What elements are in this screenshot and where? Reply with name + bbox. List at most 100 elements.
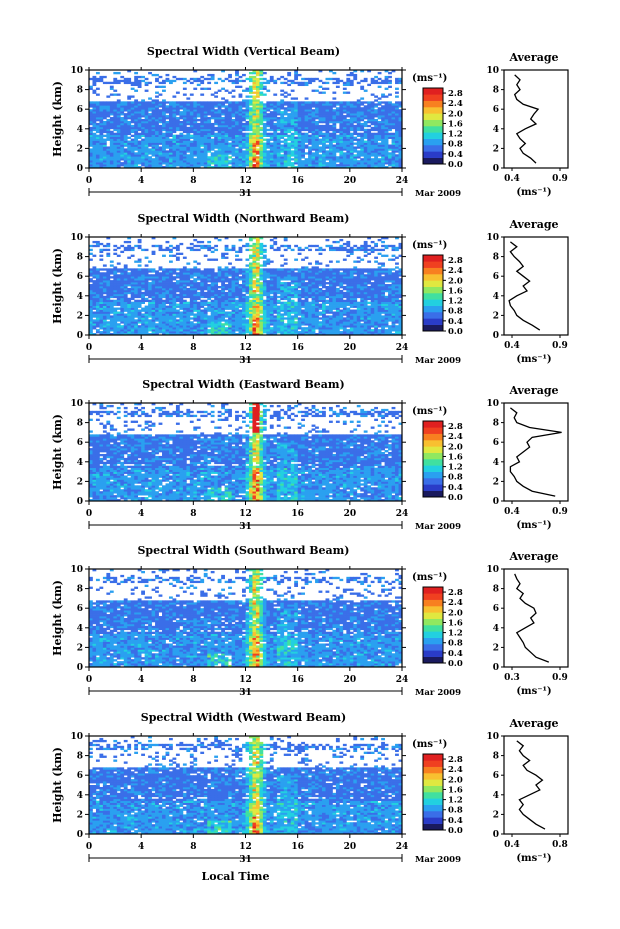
y-tick-label: 6 (77, 438, 83, 448)
average-x-label: (ms⁻¹) (516, 520, 551, 531)
y-tick-label: 10 (70, 399, 83, 409)
x-tick-label: 8 (190, 176, 196, 186)
colorbar-tick-label: 0.8 (448, 307, 463, 317)
colorbar-tick-label: 1.6 (448, 286, 463, 296)
x-axis-label: Local Time (202, 870, 270, 883)
colorbar-swatch (423, 631, 443, 638)
x-tick-label: 8 (190, 343, 196, 353)
colorbar-swatch (423, 421, 443, 428)
colorbar-tick-label: 2.8 (448, 89, 463, 99)
colorbar-swatch (423, 318, 443, 325)
x-tick-label: 20 (344, 842, 357, 852)
average-y-tick-label: 4 (493, 458, 499, 468)
average-y-tick-label: 10 (486, 233, 499, 243)
heatmap-cells (89, 736, 403, 835)
average-y-tick-label: 6 (493, 438, 499, 448)
colorbar-tick-label: 2.0 (448, 109, 463, 119)
colorbar-swatch (423, 766, 443, 774)
y-tick-label: 4 (77, 125, 83, 135)
colorbar-tick-label: 0.0 (448, 826, 463, 836)
panel-title: Spectral Width (Eastward Beam) (142, 378, 344, 391)
x-tick-label: 20 (344, 176, 357, 186)
average-x-tick-label: 0.9 (552, 341, 568, 351)
average-frame (503, 735, 569, 835)
colorbar-swatch (423, 151, 443, 158)
x-tick-label: 20 (344, 343, 357, 353)
colorbar-frame (422, 420, 444, 498)
colorbar-swatch (423, 452, 443, 460)
colorbar-swatch (423, 459, 443, 466)
x-tick-label: 0 (86, 675, 92, 685)
average-y-tick-label: 2 (493, 144, 499, 154)
colorbar-swatch (423, 606, 443, 613)
colorbar-swatch (423, 107, 443, 114)
x-tick-label: 0 (86, 509, 92, 519)
x-tick-label: 4 (138, 675, 144, 685)
average-y-tick-label: 6 (493, 771, 499, 781)
colorbar-swatch (423, 587, 443, 594)
average-y-tick-label: 6 (493, 272, 499, 282)
colorbar-swatch (423, 637, 443, 645)
colorbar-swatch (423, 132, 443, 139)
x-tick-label: 0 (86, 842, 92, 852)
x-tick-label: 12 (239, 343, 252, 353)
average-y-tick-label: 2 (493, 477, 499, 487)
y-tick-label: 8 (77, 419, 83, 429)
y-axis-label: Height (km) (51, 81, 64, 157)
average-x-tick-label: 0.4 (504, 174, 520, 184)
colorbar-frame (422, 586, 444, 664)
date-label: Mar 2009 (415, 688, 461, 698)
colorbar-tick-label: 2.0 (448, 608, 463, 618)
average-x-tick-label: 0.9 (552, 673, 568, 683)
colorbar-swatch (423, 773, 443, 780)
colorbar-swatch (423, 100, 443, 108)
average-x-tick-label: 0.4 (504, 507, 520, 517)
y-tick-label: 0 (77, 164, 83, 174)
average-y-tick-label: 8 (493, 86, 499, 96)
x-tick-label: 8 (190, 509, 196, 519)
y-tick-label: 6 (77, 105, 83, 115)
average-y-tick-label: 0 (493, 164, 499, 174)
average-y-tick-label: 2 (493, 810, 499, 820)
average-x-tick-label: 0.8 (552, 840, 568, 850)
y-tick-label: 4 (77, 458, 83, 468)
heatmap-cells (89, 569, 403, 668)
colorbar-tick-label: 0.4 (448, 649, 463, 659)
colorbar-tick-label: 2.8 (448, 755, 463, 765)
average-y-tick-label: 8 (493, 752, 499, 762)
colorbar-swatch (423, 305, 443, 313)
colorbar-swatch (423, 286, 443, 294)
colorbar-unit: (ms⁻¹) (412, 406, 447, 417)
average-x-tick-label: 0.9 (552, 174, 568, 184)
colorbar-tick-label: 2.4 (448, 598, 463, 608)
y-tick-label: 2 (77, 311, 83, 321)
panel-title: Spectral Width (Northward Beam) (138, 212, 350, 225)
colorbar-swatch (423, 779, 443, 786)
colorbar-swatch (423, 274, 443, 281)
colorbar-swatch (423, 811, 443, 818)
colorbar-swatch (423, 138, 443, 146)
y-tick-label: 0 (77, 663, 83, 673)
y-tick-label: 2 (77, 643, 83, 653)
y-tick-label: 0 (77, 331, 83, 341)
average-title: Average (508, 550, 558, 563)
colorbar-swatch (423, 293, 443, 300)
average-profile-line (514, 573, 550, 663)
average-x-tick-label: 0.9 (552, 507, 568, 517)
colorbar-frame (422, 753, 444, 831)
colorbar-swatch (423, 312, 443, 319)
average-y-tick-label: 0 (493, 663, 499, 673)
colorbar-swatch (423, 465, 443, 472)
y-tick-label: 2 (77, 144, 83, 154)
colorbar-tick-label: 1.2 (448, 463, 463, 473)
average-y-tick-label: 2 (493, 311, 499, 321)
average-y-tick-label: 4 (493, 125, 499, 135)
colorbar-frame (422, 254, 444, 332)
average-frame (503, 568, 569, 668)
average-x-label: (ms⁻¹) (516, 187, 551, 198)
colorbar-tick-label: 1.2 (448, 130, 463, 140)
colorbar-tick-label: 0.4 (448, 816, 463, 826)
x-tick-label: 0 (86, 176, 92, 186)
y-axis-label: Height (km) (51, 747, 64, 823)
colorbar-tick-label: 1.6 (448, 785, 463, 795)
